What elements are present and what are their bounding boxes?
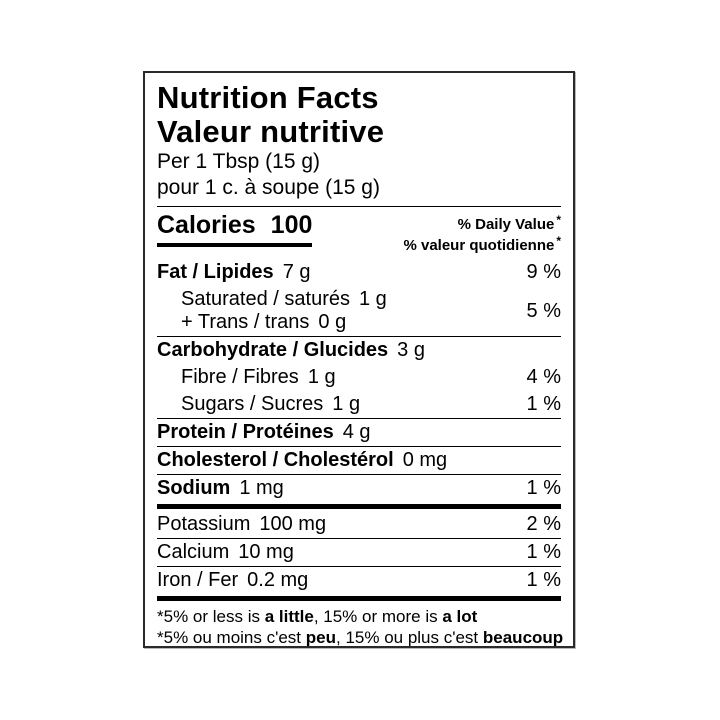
footnotes: *5% or less is a little, 15% or more is … — [157, 603, 564, 647]
row-sugars: Sugars / Sucres 1 g 1 % — [157, 391, 561, 418]
nutrient-amount: 4 g — [342, 421, 371, 443]
nutrient-percent: 2 % — [526, 513, 561, 535]
calories-row: Calories 100 % Daily Value * % valeur quot… — [157, 207, 561, 254]
nutrient-amount: 100 mg — [259, 513, 327, 535]
trans-line: + Trans / trans 0 g — [181, 311, 347, 333]
nutrient-label: Sugars / Sucres — [181, 393, 324, 415]
nutrient-label: Cholesterol / Cholestérol — [157, 449, 394, 471]
asterisk: * — [556, 213, 561, 227]
nutrient-percent: 1 % — [526, 569, 561, 591]
rule-above-calories — [157, 206, 561, 207]
row-iron: Iron / Fer 0.2 mg 1 % — [157, 566, 561, 594]
nutrient-amount: 1 mg — [239, 477, 284, 499]
nutrient-label: Calcium — [157, 541, 230, 563]
footnote-english: *5% or less is a little, 15% or more is … — [157, 607, 478, 626]
nutrient-percent: 5 % — [526, 299, 561, 322]
serving-size-french: pour 1 c. à soupe (15 g) — [157, 176, 380, 199]
row-carbohydrate: Carbohydrate / Glucides 3 g — [157, 336, 561, 364]
saturated-line: Saturated / saturés 1 g — [181, 288, 387, 310]
calories: Calories 100 — [157, 211, 313, 247]
title-french: Valeur nutritive — [157, 114, 385, 149]
nutrient-percent: 1 % — [526, 393, 561, 415]
thick-divider-after-iron — [157, 596, 561, 601]
nutrient-percent: 1 % — [526, 477, 561, 499]
nutrient-label: Fibre / Fibres — [181, 366, 299, 388]
nutrient-amount: 0.2 mg — [247, 569, 309, 591]
footnote-french: *5% ou moins c'est peu, 15% ou plus c'es… — [157, 628, 564, 647]
nutrient-label: Protein / Protéines — [157, 421, 334, 443]
nutrient-percent: 1 % — [526, 541, 561, 563]
nutrient-amount: 1 g — [332, 393, 361, 415]
row-calcium: Calcium 10 mg 1 % — [157, 538, 561, 566]
row-fibre: Fibre / Fibres 1 g 4 % — [157, 364, 561, 391]
nutrient-amount: 0 mg — [402, 449, 448, 471]
daily-value-header: % Daily Value * % valeur quotidienne * — [403, 212, 561, 254]
serving-size-english: Per 1 Tbsp (15 g) — [157, 150, 321, 173]
daily-value-english: % Daily Value * — [457, 213, 561, 233]
asterisk: * — [556, 234, 561, 248]
nutrient-amount: 3 g — [397, 339, 425, 361]
daily-value-french: % valeur quotidienne * — [403, 234, 561, 254]
row-protein: Protein / Protéines 4 g — [157, 418, 561, 446]
calories-value: 100 — [270, 211, 313, 239]
calories-label: Calories — [157, 211, 256, 239]
nutrition-facts-label: Nutrition Facts Valeur nutritive Per 1 T… — [143, 71, 575, 648]
nutrient-label: Sodium — [157, 477, 231, 499]
nutrient-label: Carbohydrate / Glucides — [157, 339, 389, 361]
nutrient-amount: 1 g — [307, 366, 336, 388]
nutrient-label: Fat / Lipides — [157, 261, 274, 283]
nutrient-label: Potassium — [157, 513, 251, 535]
thick-divider-after-sodium — [157, 504, 561, 509]
row-potassium: Potassium 100 mg 2 % — [157, 511, 561, 538]
nutrient-label: Iron / Fer — [157, 569, 239, 591]
nutrient-percent: 4 % — [526, 366, 561, 388]
nutrient-percent: 9 % — [526, 261, 561, 283]
nutrient-amount: 7 g — [282, 261, 311, 283]
row-fat: Fat / Lipides 7 g 9 % — [157, 259, 561, 286]
row-saturated-trans: Saturated / saturés 1 g + Trans / trans 0 … — [157, 286, 561, 336]
title-english: Nutrition Facts — [157, 80, 379, 115]
nutrient-amount: 10 mg — [238, 541, 294, 563]
row-sodium: Sodium 1 mg 1 % — [157, 474, 561, 502]
nutrient-rows: Fat / Lipides 7 g 9 % Saturated / saturés… — [157, 259, 561, 601]
row-cholesterol: Cholesterol / Cholestérol 0 mg — [157, 446, 561, 474]
